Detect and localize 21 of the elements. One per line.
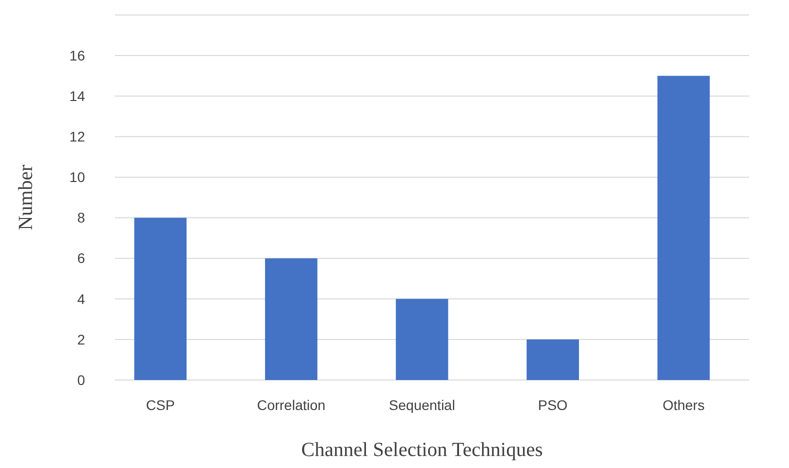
y-axis-title: Number bbox=[15, 164, 37, 230]
bar bbox=[396, 298, 448, 380]
x-tick-label: Others bbox=[662, 397, 705, 413]
x-tick-label: CSP bbox=[146, 397, 175, 413]
bar bbox=[265, 258, 318, 380]
y-tick-label: 0 bbox=[77, 372, 86, 388]
x-tick-label: PSO bbox=[538, 397, 568, 413]
y-tick-label: 10 bbox=[69, 169, 86, 186]
y-tick-label: 2 bbox=[77, 331, 86, 348]
y-tick-label: 4 bbox=[77, 290, 86, 307]
bar bbox=[526, 339, 579, 380]
x-tick-label: Correlation bbox=[256, 397, 326, 413]
y-tick-label: 6 bbox=[77, 250, 86, 266]
y-tick-label: 14 bbox=[69, 88, 86, 104]
bar bbox=[134, 218, 187, 380]
y-tick-label: 12 bbox=[69, 128, 86, 145]
bar bbox=[657, 76, 710, 380]
y-tick-label: 8 bbox=[77, 210, 86, 226]
x-axis-title: Channel Selection Techniques bbox=[301, 439, 543, 461]
y-tick-label: 16 bbox=[69, 47, 86, 64]
x-tick-label: Sequential bbox=[388, 397, 456, 413]
